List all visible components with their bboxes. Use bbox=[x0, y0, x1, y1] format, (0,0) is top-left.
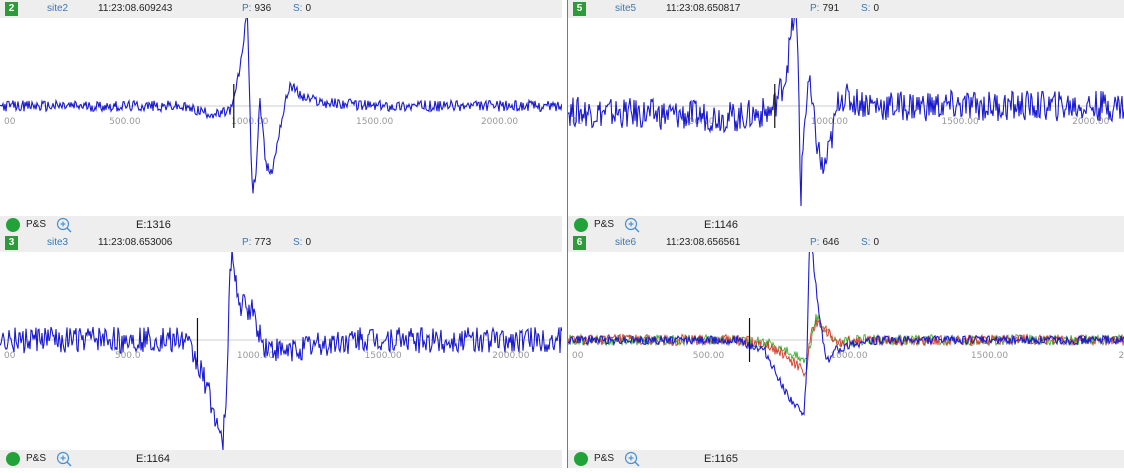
channel-badge: 3 bbox=[5, 236, 18, 250]
p-value: 646 bbox=[822, 237, 840, 248]
p-and-s-label: P&S bbox=[26, 453, 47, 464]
site-label: site3 bbox=[47, 237, 69, 248]
panel-separator bbox=[567, 0, 568, 468]
x-tick-label: 2000.00 bbox=[1072, 117, 1109, 127]
s-label: S: bbox=[293, 3, 303, 14]
x-tick-label: 500.00 bbox=[693, 351, 725, 361]
x-tick-label: 1000.00 bbox=[830, 351, 867, 361]
p-and-s-label: P&S bbox=[26, 219, 47, 230]
s-field: S: 0 bbox=[293, 234, 311, 252]
x-tick-label: 2000.00 bbox=[492, 351, 529, 361]
timestamp: 11:23:08.609243 bbox=[98, 3, 173, 14]
p-value: 936 bbox=[254, 3, 272, 14]
s-value: 0 bbox=[305, 3, 312, 14]
x-tick-label: 1500.00 bbox=[941, 117, 978, 127]
site-label: site2 bbox=[47, 3, 69, 14]
p-and-s-label: P&S bbox=[594, 453, 615, 464]
p-field: P: 773 bbox=[242, 234, 271, 252]
x-tick-label: 1000.00 bbox=[237, 351, 274, 361]
channel-badge: 5 bbox=[573, 2, 586, 16]
status-dot bbox=[6, 218, 20, 232]
waveform-trace bbox=[0, 252, 562, 450]
channel-badge: 2 bbox=[5, 2, 18, 16]
x-tick-label: 00 bbox=[4, 117, 16, 127]
p-and-s-label: P&S bbox=[594, 219, 615, 230]
waveform-panel: 5 site5 11:23:08.650817 P: 791 S: 0 00 500.… bbox=[568, 0, 1124, 234]
waveform-plot: 00 500.00 1000.00 1500.00 2000.00 bbox=[0, 18, 562, 194]
p-label: P: bbox=[810, 3, 820, 14]
s-value: 0 bbox=[873, 3, 880, 14]
x-tick-label: 500.00 bbox=[683, 117, 715, 127]
s-label: S: bbox=[861, 237, 871, 248]
p-label: P: bbox=[242, 237, 252, 248]
waveform-panel: 2 site2 11:23:08.609243 P: 936 S: 0 00 500.… bbox=[0, 0, 562, 234]
s-value: 0 bbox=[305, 237, 312, 248]
s-field: S: 0 bbox=[861, 234, 879, 252]
x-tick-label: 500.0 bbox=[115, 351, 141, 361]
x-tick-label: 00 bbox=[572, 351, 584, 361]
waveform-plot: 00 500.0 1000.00 1500.00 2000.00 bbox=[0, 252, 562, 450]
panel-header: 6 site6 11:23:08.656561 P: 646 S: 0 bbox=[568, 234, 1124, 252]
panel-header: 2 site2 11:23:08.609243 P: 936 S: 0 bbox=[0, 0, 562, 18]
channel-badge: 6 bbox=[573, 236, 586, 250]
timestamp: 11:23:08.656561 bbox=[666, 237, 741, 248]
zoom-in-icon[interactable] bbox=[624, 217, 640, 233]
panel-footer: P&S E:1146 bbox=[568, 216, 1124, 234]
status-dot bbox=[6, 452, 20, 466]
x-tick-label: 2000.00 bbox=[481, 117, 518, 127]
panel-footer: P&S E:1165 bbox=[568, 450, 1124, 468]
timestamp: 11:23:08.650817 bbox=[666, 3, 741, 14]
p-field: P: 791 bbox=[810, 0, 839, 18]
waveform-panel: 6 site6 11:23:08.656561 P: 646 S: 0 00 500.… bbox=[568, 234, 1124, 468]
p-field: P: 936 bbox=[242, 0, 271, 18]
site-label: site5 bbox=[615, 3, 637, 14]
panel-footer: P&S E:1164 bbox=[0, 450, 562, 468]
x-tick-label: 00 bbox=[572, 117, 584, 127]
panel-footer: P&S E:1316 bbox=[0, 216, 562, 234]
timestamp: 11:23:08.653006 bbox=[98, 237, 173, 248]
waveform-plot: 00 500.00 1000.00 1500.00 2000 bbox=[568, 252, 1124, 417]
waveform-trace bbox=[568, 252, 1124, 417]
energy-value: E:1146 bbox=[704, 219, 739, 231]
waveform-trace bbox=[568, 18, 1124, 207]
zoom-in-icon[interactable] bbox=[56, 217, 72, 233]
p-value: 791 bbox=[822, 3, 840, 14]
energy-value: E:1316 bbox=[136, 219, 171, 231]
panel-header: 3 site3 11:23:08.653006 P: 773 S: 0 bbox=[0, 234, 562, 252]
waveform-trace bbox=[568, 319, 1124, 378]
x-tick-label: 1500.00 bbox=[356, 117, 393, 127]
status-dot bbox=[574, 218, 588, 232]
energy-value: E:1165 bbox=[704, 453, 739, 465]
energy-value: E:1164 bbox=[136, 453, 171, 465]
waveform-panel: 3 site3 11:23:08.653006 P: 773 S: 0 00 500.… bbox=[0, 234, 562, 468]
x-tick-label: 2000 bbox=[1119, 351, 1124, 361]
x-tick-label: 1500.00 bbox=[365, 351, 402, 361]
x-tick-label: 1500.00 bbox=[971, 351, 1008, 361]
site-label: site6 bbox=[615, 237, 637, 248]
x-tick-label: 1000.00 bbox=[811, 117, 848, 127]
waveform-plot: 00 500.00 1000.00 1500.00 2000.00 bbox=[568, 18, 1124, 207]
zoom-in-icon[interactable] bbox=[56, 451, 72, 467]
s-field: S: 0 bbox=[293, 0, 311, 18]
s-value: 0 bbox=[873, 237, 880, 248]
s-field: S: 0 bbox=[861, 0, 879, 18]
p-label: P: bbox=[242, 3, 252, 14]
x-tick-label: 00 bbox=[4, 351, 16, 361]
p-value: 773 bbox=[254, 237, 272, 248]
p-field: P: 646 bbox=[810, 234, 839, 252]
s-label: S: bbox=[861, 3, 871, 14]
zoom-in-icon[interactable] bbox=[624, 451, 640, 467]
s-label: S: bbox=[293, 237, 303, 248]
p-label: P: bbox=[810, 237, 820, 248]
status-dot bbox=[574, 452, 588, 466]
x-tick-label: 500.00 bbox=[109, 117, 141, 127]
panel-header: 5 site5 11:23:08.650817 P: 791 S: 0 bbox=[568, 0, 1124, 18]
waveform-trace bbox=[0, 18, 562, 194]
